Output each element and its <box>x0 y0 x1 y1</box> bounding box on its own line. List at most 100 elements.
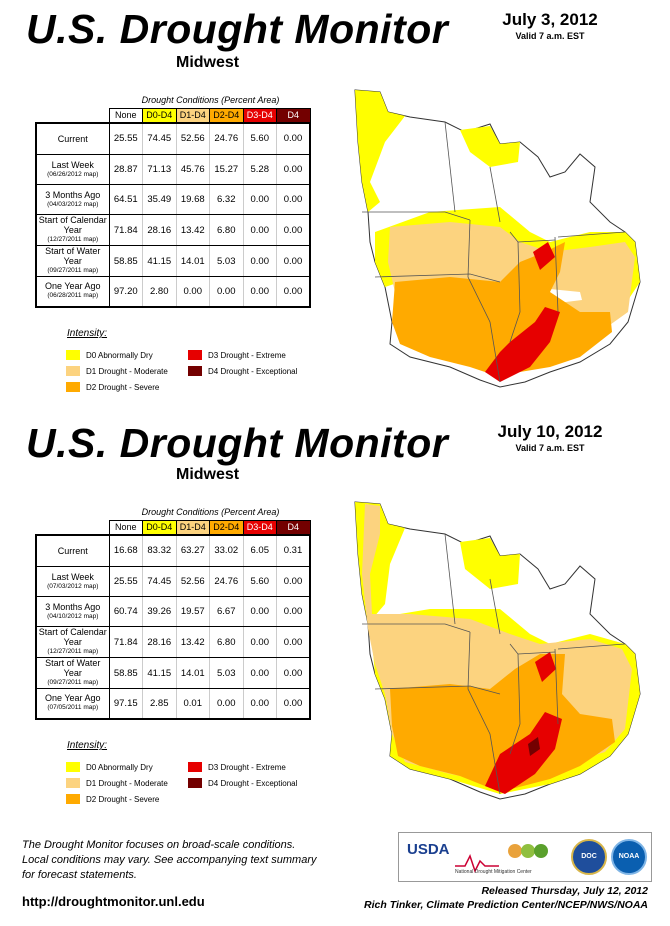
row-label: 3 Months Ago (04/10/2012 map) <box>35 596 110 627</box>
usda-logo: USDA <box>407 841 450 858</box>
table-row: Start of Calendar Year (12/27/2011 map) 71… <box>35 214 311 246</box>
table-cell: 19.57 <box>176 596 210 627</box>
table-cell: 0.00 <box>276 657 311 689</box>
table-cell: 19.68 <box>176 184 210 215</box>
table-row: Current 16.68 83.32 63.27 33.02 6.05 0.31 <box>35 533 311 567</box>
table-cell: 0.00 <box>276 688 311 720</box>
row-label: Current <box>35 533 110 567</box>
table-cell: 6.80 <box>209 214 244 246</box>
table-cell: 6.05 <box>243 533 277 567</box>
table-cell: 0.00 <box>276 184 311 215</box>
legend-d1: D1 Drought - Moderate <box>66 778 168 788</box>
panel-title: U.S. Drought Monitor <box>26 6 449 52</box>
table-cell: 16.68 <box>109 533 143 567</box>
map-date: July 10, 2012 <box>497 422 603 441</box>
release-info: Released Thursday, July 12, 2012 Rich Ti… <box>364 885 648 911</box>
panel-title: U.S. Drought Monitor <box>26 420 449 466</box>
table-cell: 35.49 <box>142 184 177 215</box>
table-cell: 60.74 <box>109 596 143 627</box>
table-row: Start of Water Year (09/27/2011 map) 58.85… <box>35 657 311 689</box>
legend-d3: D3 Drought - Extreme <box>188 762 286 772</box>
midwest-drought-map <box>354 89 641 388</box>
row-label: Start of Water Year (09/27/2011 map) <box>35 657 110 689</box>
table-cell: 64.51 <box>109 184 143 215</box>
footer-note: The Drought Monitor focuses on broad-sca… <box>22 839 317 881</box>
table-cell: 0.00 <box>209 276 244 308</box>
row-label: 3 Months Ago (04/03/2012 map) <box>35 184 110 215</box>
table-cell: 2.85 <box>142 688 177 720</box>
row-label: One Year Ago (06/28/2011 map) <box>35 276 110 308</box>
drought-conditions-table: None D0-D4 D1-D4 D2-D4 D3-D4 D4 Current 2… <box>35 108 311 308</box>
table-cell: 2.80 <box>142 276 177 308</box>
table-cell: 52.56 <box>176 566 210 597</box>
table-cell: 74.45 <box>142 566 177 597</box>
table-cell: 0.00 <box>243 657 277 689</box>
col-d2-d4: D2-D4 <box>209 108 244 123</box>
legend-d0: D0 Abnormally Dry <box>66 350 153 360</box>
map-date: July 3, 2012 <box>502 10 598 29</box>
col-d0-d4: D0-D4 <box>142 108 177 123</box>
doc-seal: DOC <box>571 839 607 875</box>
table-cell: 0.00 <box>209 688 244 720</box>
table-cell: 0.00 <box>276 245 311 277</box>
col-d4: D4 <box>276 520 311 535</box>
table-cell: 0.00 <box>176 276 210 308</box>
table-cell: 5.60 <box>243 121 277 155</box>
legend-d2: D2 Drought - Severe <box>66 794 159 804</box>
table-cell: 52.56 <box>176 121 210 155</box>
table-cell: 0.00 <box>243 626 277 658</box>
table-cell: 5.03 <box>209 657 244 689</box>
row-label: Last Week (06/26/2012 map) <box>35 154 110 185</box>
region-label: Midwest <box>176 54 240 71</box>
table-cell: 0.00 <box>276 154 311 185</box>
conditions-caption: Drought Conditions (Percent Area) <box>141 507 280 517</box>
ndmc-logo: National Drought Mitigation Center <box>455 841 555 875</box>
col-none: None <box>108 108 143 123</box>
valid-time: Valid 7 a.m. EST <box>515 31 585 41</box>
table-cell: 0.00 <box>243 184 277 215</box>
table-row: Last Week (06/26/2012 map) 28.87 71.13 45.76… <box>35 154 311 185</box>
table-cell: 0.00 <box>243 596 277 627</box>
table-row: Last Week (07/03/2012 map) 25.55 74.45 52.56… <box>35 566 311 597</box>
table-row: Start of Calendar Year (12/27/2011 map) 71… <box>35 626 311 658</box>
table-cell: 28.16 <box>142 214 177 246</box>
table-row: 3 Months Ago (04/10/2012 map) 60.74 39.26 19… <box>35 596 311 627</box>
table-cell: 74.45 <box>142 121 177 155</box>
table-cell: 71.13 <box>142 154 177 185</box>
table-cell: 24.76 <box>209 566 244 597</box>
col-none: None <box>108 520 143 535</box>
table-cell: 0.00 <box>276 214 311 246</box>
table-cell: 6.80 <box>209 626 244 658</box>
table-cell: 97.15 <box>109 688 143 720</box>
row-label: Start of Calendar Year (12/27/2011 map) <box>35 214 110 246</box>
table-cell: 97.20 <box>109 276 143 308</box>
table-cell: 6.67 <box>209 596 244 627</box>
legend-d4: D4 Drought - Exceptional <box>188 778 297 788</box>
col-d4: D4 <box>276 108 311 123</box>
table-cell: 0.00 <box>243 245 277 277</box>
agency-logos: USDA National Drought Mitigation Center … <box>398 832 652 882</box>
table-cell: 39.26 <box>142 596 177 627</box>
legend-d2: D2 Drought - Severe <box>66 382 159 392</box>
table-cell: 5.28 <box>243 154 277 185</box>
table-row: One Year Ago (06/28/2011 map) 97.20 2.80 0.0… <box>35 276 311 308</box>
table-cell: 25.55 <box>109 121 143 155</box>
legend-d1: D1 Drought - Moderate <box>66 366 168 376</box>
intensity-heading: Intensity: <box>67 740 108 751</box>
col-d3-d4: D3-D4 <box>242 108 277 123</box>
table-cell: 15.27 <box>209 154 244 185</box>
drought-monitor-link[interactable]: http://droughtmonitor.unl.edu <box>22 894 205 909</box>
region-label: Midwest <box>176 466 240 483</box>
table-cell: 0.31 <box>276 533 311 567</box>
table-row: 3 Months Ago (04/03/2012 map) 64.51 35.49 19… <box>35 184 311 215</box>
col-d1-d4: D1-D4 <box>175 108 210 123</box>
table-cell: 0.00 <box>276 566 311 597</box>
table-cell: 0.00 <box>276 626 311 658</box>
table-cell: 5.03 <box>209 245 244 277</box>
table-cell: 58.85 <box>109 657 143 689</box>
table-cell: 33.02 <box>209 533 244 567</box>
table-cell: 71.84 <box>109 214 143 246</box>
table-cell: 24.76 <box>209 121 244 155</box>
valid-time: Valid 7 a.m. EST <box>515 443 585 453</box>
table-row: Current 25.55 74.45 52.56 24.76 5.60 0.00 <box>35 121 311 155</box>
